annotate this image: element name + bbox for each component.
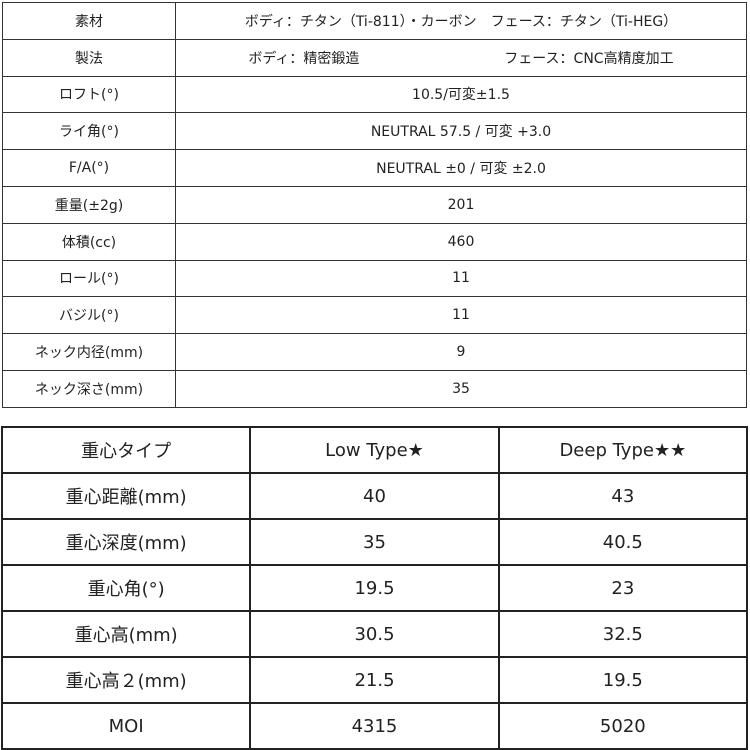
spec-label: ネック深さ(mm) bbox=[2, 369, 176, 408]
table-cell: 23 bbox=[497, 564, 749, 612]
spec-row: 製法 ボディ：精密鍛造 フェース：CNC高精度加工 bbox=[2, 38, 747, 77]
table-row: MOI 4315 5020 bbox=[0, 702, 749, 750]
spec-value: 10.5/可変±1.5 bbox=[175, 75, 747, 114]
table-cell: 21.5 bbox=[249, 656, 500, 704]
table-cell: 5020 bbox=[497, 702, 749, 750]
spec-value: NEUTRAL ±0 / 可変 ±2.0 bbox=[175, 149, 747, 187]
table-row: 重心角(°) 19.5 23 bbox=[0, 564, 749, 612]
table-cell: 40.5 bbox=[497, 518, 749, 566]
spec-row: ライ角(°) NEUTRAL 57.5 / 可変 +3.0 bbox=[2, 112, 747, 151]
table-cell: 4315 bbox=[249, 702, 500, 750]
spec-value: 11 bbox=[175, 296, 747, 335]
table-cell: 19.5 bbox=[249, 564, 500, 612]
center-of-gravity-table: 重心タイプ Low Type★ Deep Type★★ 重心距離(mm) 40 43 重心深… bbox=[0, 426, 749, 750]
table-cell: MOI bbox=[0, 702, 252, 750]
table-row: 重心高(mm) 30.5 32.5 bbox=[0, 610, 749, 658]
table-cell: 30.5 bbox=[249, 610, 500, 658]
spec-label: F/A(°) bbox=[2, 149, 176, 187]
spec-label: 重量(±2g) bbox=[2, 185, 176, 224]
table-cell: 32.5 bbox=[497, 610, 749, 658]
spec-label: ロール(°) bbox=[2, 259, 176, 298]
spec-row: F/A(°) NEUTRAL ±0 / 可変 ±2.0 bbox=[2, 149, 747, 187]
spec-label: バジル(°) bbox=[2, 296, 176, 335]
header-row: 重心タイプ Low Type★ Deep Type★★ bbox=[0, 426, 749, 474]
table-row: 重心距離(mm) 40 43 bbox=[0, 472, 749, 520]
spec-table: 素材 ボディ：チタン（Ti-811）・カーボン フェース：チタン（Ti-HEG）製… bbox=[2, 2, 747, 408]
header-cell: 重心タイプ bbox=[0, 426, 252, 474]
table-cell: 重心深度(mm) bbox=[0, 518, 252, 566]
table-cell: 35 bbox=[249, 518, 500, 566]
spec-value: ボディ：チタン（Ti-811）・カーボン フェース：チタン（Ti-HEG） bbox=[175, 2, 747, 40]
spec-label: ライ角(°) bbox=[2, 112, 176, 151]
table-cell: 重心高２(mm) bbox=[0, 656, 252, 704]
spec-value: 201 bbox=[175, 185, 747, 224]
spec-row: ネック深さ(mm) 35 bbox=[2, 369, 747, 408]
table-cell: 重心高(mm) bbox=[0, 610, 252, 658]
header-cell: Deep Type★★ bbox=[497, 426, 749, 474]
spec-label: ネック内径(mm) bbox=[2, 333, 176, 371]
spec-value: 35 bbox=[175, 369, 747, 408]
spec-value: 460 bbox=[175, 222, 747, 261]
spec-value-left: ボディ：精密鍛造 bbox=[248, 50, 360, 67]
table-cell: 重心角(°) bbox=[0, 564, 252, 612]
table-cell: 重心距離(mm) bbox=[0, 472, 252, 520]
spec-label: 製法 bbox=[2, 38, 176, 77]
table-cell: 19.5 bbox=[497, 656, 749, 704]
spec-row: 重量(±2g) 201 bbox=[2, 185, 747, 224]
spec-row: バジル(°) 11 bbox=[2, 296, 747, 335]
spec-row: ロール(°) 11 bbox=[2, 259, 747, 298]
spec-row: ネック内径(mm) 9 bbox=[2, 333, 747, 371]
spec-label: 素材 bbox=[2, 2, 176, 40]
spec-value: 11 bbox=[175, 259, 747, 298]
table-row: 重心深度(mm) 35 40.5 bbox=[0, 518, 749, 566]
table-cell: 43 bbox=[497, 472, 749, 520]
spec-value-right: フェース：CNC高精度加工 bbox=[504, 50, 674, 67]
spec-value: NEUTRAL 57.5 / 可変 +3.0 bbox=[175, 112, 747, 151]
spec-label: 体積(cc) bbox=[2, 222, 176, 261]
spec-label: ロフト(°) bbox=[2, 75, 176, 114]
table-cell: 40 bbox=[249, 472, 500, 520]
spec-row: 素材 ボディ：チタン（Ti-811）・カーボン フェース：チタン（Ti-HEG） bbox=[2, 2, 747, 40]
spec-row: ロフト(°) 10.5/可変±1.5 bbox=[2, 75, 747, 114]
spec-row: 体積(cc) 460 bbox=[2, 222, 747, 261]
spec-value: ボディ：精密鍛造 フェース：CNC高精度加工 bbox=[175, 38, 747, 77]
spec-value: 9 bbox=[175, 333, 747, 371]
header-cell: Low Type★ bbox=[249, 426, 500, 474]
table-row: 重心高２(mm) 21.5 19.5 bbox=[0, 656, 749, 704]
